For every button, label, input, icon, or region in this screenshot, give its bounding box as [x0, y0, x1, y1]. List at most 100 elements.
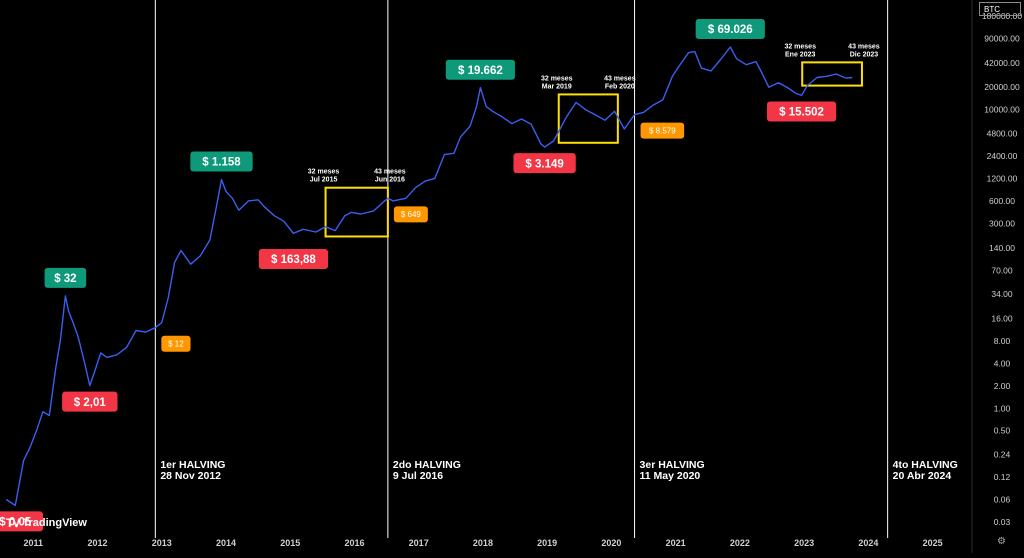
badge-text: $ 1.158	[202, 157, 241, 169]
y-tick-label: 4800.00	[987, 128, 1018, 138]
high-price-badge[interactable]: $ 1.158	[190, 151, 253, 172]
low-price-badge[interactable]: $ 3.149	[513, 153, 576, 174]
high-price-badge[interactable]: $ 69.026	[695, 19, 765, 40]
y-tick-label: 0.24	[994, 450, 1011, 460]
y-tick-label: 0.50	[994, 426, 1011, 436]
cycle-note-right: 43 meses	[374, 169, 406, 176]
badge-background	[44, 267, 87, 288]
cycle-note-right: Dic 2023	[850, 51, 879, 58]
x-tick-label: 2024	[858, 538, 878, 548]
halving-price-badge[interactable]: $ 12	[161, 335, 191, 352]
y-tick-label: 300.00	[989, 218, 1015, 228]
badge-background	[640, 122, 685, 139]
x-tick-label: 2022	[730, 538, 750, 548]
badge-text: $ 649	[401, 210, 422, 219]
y-tick-label: 90000.00	[984, 33, 1020, 43]
x-tick-label: 2011	[24, 538, 44, 548]
halving-price-badge[interactable]: $ 649	[393, 206, 428, 223]
low-price-badge[interactable]: $ 15.502	[766, 101, 837, 122]
cycle-note-right: 43 meses	[848, 43, 880, 50]
y-tick-label: 140.00	[989, 243, 1015, 253]
cycle-box	[801, 61, 863, 87]
halving-title: 4to HALVING	[893, 459, 958, 471]
high-price-badge[interactable]: $ 32	[44, 267, 87, 288]
x-tick-label: 2018	[473, 538, 493, 548]
y-tick-label: 2.00	[994, 381, 1011, 391]
brand-text: TradingView	[22, 517, 87, 529]
badge-background	[513, 153, 576, 174]
x-tick-label: 2016	[344, 538, 364, 548]
halving-title: 3er HALVING	[640, 459, 705, 471]
y-tick-label: 70.00	[991, 266, 1013, 276]
halving-date: 11 May 2020	[640, 470, 701, 482]
y-tick-label: 10000.00	[984, 105, 1020, 115]
x-tick-label: 2020	[601, 538, 621, 548]
badge-text: $ 12	[168, 340, 184, 349]
x-tick-label: 2014	[216, 538, 236, 548]
badge-background	[695, 19, 765, 40]
x-tick-label: 2021	[666, 538, 686, 548]
y-tick-label: 1.00	[994, 403, 1011, 413]
y-tick-label: 42000.00	[984, 58, 1020, 68]
badge-text: $ 32	[54, 273, 76, 285]
badge-text: $ 19.662	[458, 65, 503, 77]
cycle-note-right: Feb 2020	[605, 83, 635, 90]
halving-title: 2do HALVING	[393, 459, 461, 471]
low-price-badge[interactable]: $ 163,88	[258, 248, 329, 269]
tradingview-mark-icon: TV	[6, 516, 20, 530]
badge-text: $ 163,88	[271, 254, 316, 266]
y-tick-label: 34.00	[991, 289, 1013, 299]
badge-background	[0, 511, 43, 532]
x-tick-label: 2013	[152, 538, 172, 548]
halving-price-badge[interactable]: $ 8.579	[640, 122, 685, 139]
y-tick-label: 2400.00	[987, 151, 1018, 161]
badge-background	[190, 151, 253, 172]
badge-background	[393, 206, 428, 223]
badge-background	[62, 391, 118, 412]
y-tick-label: 4.00	[994, 358, 1011, 368]
cycle-note-left: 32 meses	[784, 43, 816, 50]
x-tick-label: 2012	[87, 538, 107, 548]
badge-background	[445, 59, 515, 80]
high-price-badge[interactable]: $ 19.662	[445, 59, 515, 80]
y-tick-label: 0.12	[994, 472, 1011, 482]
badge-text: $ 15.502	[779, 107, 824, 119]
y-tick-label: 0.03	[994, 517, 1011, 527]
badge-text: $ 8.579	[649, 127, 676, 136]
badge-text: $ 0,05	[0, 517, 32, 529]
symbol-label[interactable]: BTC	[979, 2, 1021, 16]
y-tick-label: 20000.00	[984, 82, 1020, 92]
x-tick-label: 2019	[537, 538, 557, 548]
low-price-badge[interactable]: $ 2,01	[62, 391, 118, 412]
settings-gear-icon[interactable]: ⚙	[997, 536, 1006, 547]
badge-background	[161, 335, 191, 352]
cycle-note-left: 32 meses	[541, 75, 573, 82]
cycle-note-left: Jul 2015	[310, 177, 338, 184]
x-tick-label: 2023	[794, 538, 814, 548]
badge-text: $ 69.026	[708, 24, 753, 36]
halving-title: 1er HALVING	[160, 459, 225, 471]
cycle-box	[324, 186, 389, 238]
y-tick-label: 1200.00	[987, 173, 1018, 183]
badge-background	[258, 248, 329, 269]
cycle-note-right: Jun 2016	[375, 177, 405, 184]
halving-date: 9 Jul 2016	[393, 470, 443, 482]
tradingview-logo: TV TradingView	[6, 516, 87, 530]
badge-background	[766, 101, 837, 122]
x-tick-label: 2025	[923, 538, 943, 548]
y-tick-label: 8.00	[994, 336, 1011, 346]
cycle-box	[557, 93, 619, 144]
price-line	[5, 46, 853, 507]
x-tick-label: 2015	[280, 538, 300, 548]
cycle-note-left: Ene 2023	[785, 51, 815, 58]
badge-text: $ 2,01	[74, 397, 107, 409]
y-tick-label: 16.00	[991, 313, 1013, 323]
y-tick-label: 600.00	[989, 196, 1015, 206]
low-price-badge[interactable]: $ 0,05	[0, 511, 43, 532]
cycle-note-left: Mar 2019	[542, 83, 572, 90]
badge-text: $ 3.149	[525, 158, 563, 170]
x-tick-label: 2017	[409, 538, 429, 548]
halving-date: 20 Abr 2024	[893, 470, 952, 482]
